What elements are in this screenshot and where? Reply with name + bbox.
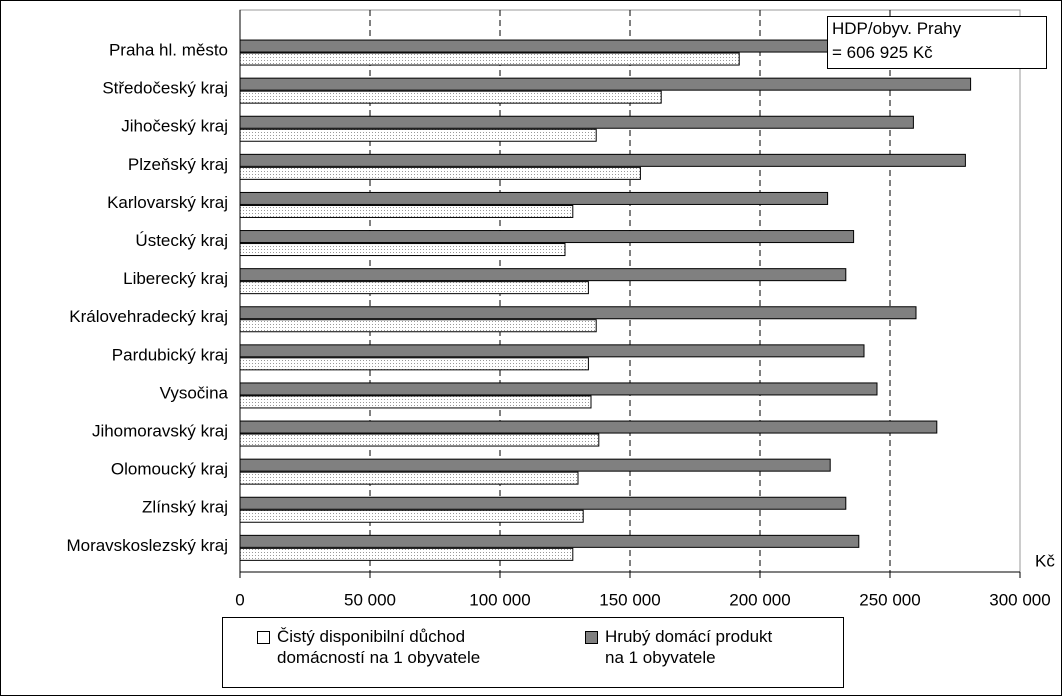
y-tick-label: Zlínský kraj — [142, 498, 228, 517]
y-tick-label: Středočeský kraj — [102, 79, 228, 98]
x-axis-label: Kč — [1035, 551, 1055, 570]
x-tick-label: 200 000 — [729, 590, 790, 609]
legend-swatch — [585, 631, 598, 644]
y-tick-label: Olomoucký kraj — [111, 460, 228, 479]
bar — [240, 77, 972, 91]
bar — [240, 90, 662, 104]
bar — [240, 509, 584, 523]
y-tick-label: Jihočeský kraj — [121, 117, 228, 136]
legend-swatch — [257, 631, 270, 644]
x-tick-label: 0 — [235, 590, 244, 609]
bar — [240, 204, 574, 218]
x-tick-label: 100 000 — [469, 590, 530, 609]
y-tick-label: Moravskoslezský kraj — [66, 536, 228, 555]
y-tick-label: Pardubický kraj — [112, 345, 228, 364]
bar — [240, 153, 966, 167]
bar — [240, 191, 829, 205]
y-tick-label: Liberecký kraj — [123, 269, 228, 288]
bar — [240, 547, 574, 561]
legend-item: Čistý disponibilní důchod domácností na … — [257, 626, 480, 668]
annotation-line: HDP/obyv. Prahy — [832, 19, 962, 38]
y-tick-label: Plzeňský kraj — [128, 155, 228, 174]
y-tick-label: Karlovarský kraj — [107, 193, 228, 212]
bar — [240, 128, 597, 142]
x-tick-label: 300 000 — [989, 590, 1050, 609]
x-tick-label: 50 000 — [344, 590, 396, 609]
x-tick-label: 250 000 — [859, 590, 920, 609]
bar — [240, 243, 566, 257]
bar — [240, 395, 592, 409]
bar — [240, 496, 847, 510]
bar — [240, 382, 878, 396]
bar — [240, 39, 1020, 53]
annotation-line: = 606 925 Kč — [832, 43, 933, 62]
bar — [240, 420, 938, 434]
annotation: HDP/obyv. Prahy = 606 925 Kč — [827, 16, 1047, 69]
bar — [240, 344, 865, 358]
bar — [240, 166, 641, 180]
legend: Čistý disponibilní důchod domácností na … — [222, 617, 844, 688]
bar — [240, 52, 740, 66]
bar — [240, 319, 597, 333]
y-tick-label: Vysočina — [160, 383, 229, 402]
bar — [240, 357, 589, 371]
y-tick-label: Praha hl. město — [109, 41, 228, 60]
bar — [240, 115, 914, 129]
bar — [240, 230, 855, 244]
bar — [240, 268, 847, 282]
bar — [240, 433, 600, 447]
bar — [240, 534, 860, 548]
legend-label: Čistý disponibilní důchod domácností na … — [277, 627, 481, 667]
legend-item: Hrubý domácí produkt na 1 obyvatele — [585, 626, 772, 668]
bar — [240, 306, 917, 320]
y-tick-label: Jihomoravský kraj — [92, 422, 228, 441]
x-tick-label: 150 000 — [599, 590, 660, 609]
bar — [240, 458, 831, 472]
y-tick-label: Ústecký kraj — [135, 231, 228, 250]
bar — [240, 471, 579, 485]
y-tick-label: Královehradecký kraj — [69, 307, 228, 326]
bar — [240, 281, 589, 295]
legend-label: Hrubý domácí produkt na 1 obyvatele — [605, 627, 773, 667]
